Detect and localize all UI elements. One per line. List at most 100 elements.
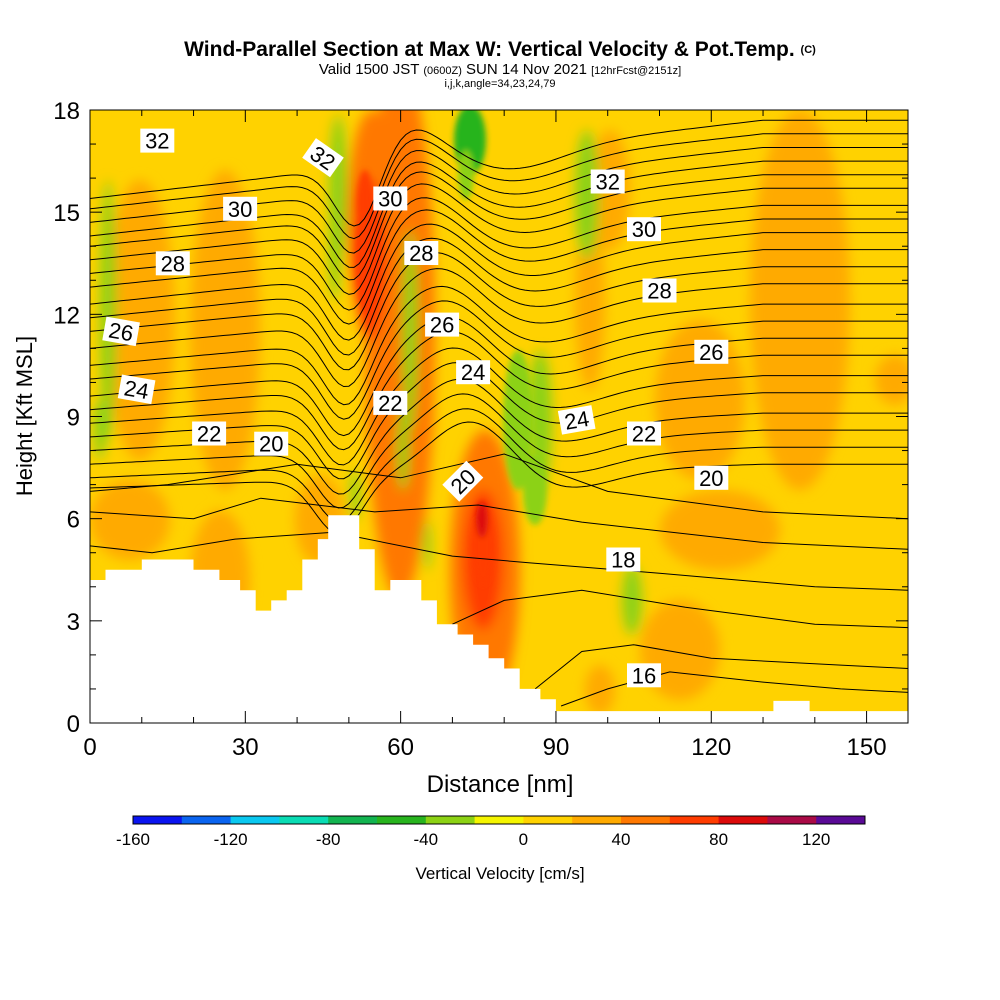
isentrope-label-bg <box>627 217 661 242</box>
colorbar-swatch <box>767 816 817 824</box>
isentrope-label: 20 <box>254 431 289 457</box>
isentrope <box>90 378 908 495</box>
colorbar-swatch <box>621 816 671 824</box>
isentrope <box>90 209 908 325</box>
isentrope-label-bg <box>223 196 258 221</box>
colorbar-tick-label: 0 <box>519 830 528 849</box>
isentrope-label-text: 22 <box>632 422 656 447</box>
isentrope <box>90 393 908 509</box>
isentrope-label-text: 26 <box>699 340 723 365</box>
isentrope-label: 30 <box>627 217 661 242</box>
isentrope-label-bg <box>642 278 677 303</box>
isentrope-label-bg <box>425 312 460 337</box>
section-params: i,j,k,angle=34,23,24,79 <box>444 78 556 90</box>
isentrope-label-bg <box>627 421 661 446</box>
isentrope-label-text: 20 <box>259 432 283 457</box>
colorbar-swatch <box>474 816 524 824</box>
velocity-cell <box>94 400 106 460</box>
x-tick-label: 120 <box>691 734 731 761</box>
isentrope-label-text: 24 <box>122 375 150 404</box>
isentrope <box>452 589 908 629</box>
velocity-cell <box>622 565 642 635</box>
x-tick-label: 30 <box>232 734 259 761</box>
colorbar-swatch <box>523 816 573 824</box>
isentrope-label-text: 32 <box>595 170 619 195</box>
isentrope-label-bg <box>373 186 408 211</box>
isentrope-label-bg <box>590 169 625 194</box>
colorbar-tick-label: -80 <box>316 830 341 849</box>
isentrope-label-text: 26 <box>430 313 454 338</box>
isentrope-label-bg <box>442 460 484 502</box>
isentrope-label: 30 <box>373 186 408 212</box>
isentrope-label-bg <box>373 390 408 415</box>
chart-title: Wind-Parallel Section at Max W: Vertical… <box>0 38 1000 62</box>
terrain-mask <box>90 515 908 723</box>
isentrope-label: 24 <box>117 374 156 404</box>
velocity-cell <box>458 150 474 200</box>
isentrope-label-bg <box>140 128 175 153</box>
isentrope-label-text: 24 <box>461 360 485 385</box>
isentrope-label-bg <box>456 360 491 385</box>
colorbar: -160 -120 -80 -40 0 40 80 120 <box>116 815 866 849</box>
colorbar-tick-label: -120 <box>214 830 248 849</box>
isentrope <box>90 331 908 451</box>
velocity-cell <box>190 170 260 490</box>
x-tick-label: 150 <box>847 734 887 761</box>
isentrope <box>90 497 908 550</box>
y-tick-label: 0 <box>67 711 80 738</box>
isentrope <box>90 171 908 281</box>
isentrope-label: 24 <box>456 360 491 385</box>
velocity-cell <box>875 355 908 405</box>
isentrope-label-text: 30 <box>632 217 656 242</box>
valid-zulu: (0600Z) <box>423 65 462 77</box>
isentrope-label-bg <box>557 405 596 435</box>
field-core <box>356 110 547 585</box>
isentrope-label-text: 32 <box>145 129 169 154</box>
isentrope-label: 16 <box>627 663 661 688</box>
x-tick-label: 60 <box>387 734 414 761</box>
y-axis-label: Height [Kft MSL] <box>12 336 37 496</box>
colorbar-swatch <box>572 816 622 824</box>
velocity-cell <box>100 180 116 440</box>
colorbar-tick-label: 40 <box>612 830 631 849</box>
isentrope-label: 22 <box>373 390 408 416</box>
isentrope <box>90 252 908 371</box>
isentrope-label: 30 <box>223 196 258 222</box>
isentrope-lines <box>90 119 908 707</box>
y-tick-label: 6 <box>67 507 80 534</box>
isentrope-label: 26 <box>425 312 460 338</box>
velocity-cell <box>523 455 547 525</box>
colorbar-tick-label: -160 <box>116 830 150 849</box>
isentrope-label-text: 22 <box>378 391 402 416</box>
isentrope <box>90 183 908 295</box>
title-text: Wind-Parallel Section at Max W: Vertical… <box>184 38 795 61</box>
isentrope <box>90 347 908 466</box>
isentrope-label: 26 <box>694 339 729 365</box>
isentrope-label-text: 26 <box>107 317 135 346</box>
velocity-cell <box>357 170 373 230</box>
y-tick-label: 15 <box>53 200 80 227</box>
isentrope <box>90 421 908 534</box>
velocity-cell <box>503 350 533 490</box>
forecast-info: [12hrFcst@2151z] <box>591 65 682 77</box>
colorbar-swatch <box>816 816 866 824</box>
velocity-cell <box>423 520 431 570</box>
colorbar-swatch <box>718 816 768 824</box>
isentrope-label: 22 <box>192 421 227 447</box>
isentrope-label: 32 <box>140 128 175 154</box>
axes: 0 30 60 90 120 150 0 3 6 9 12 15 18 <box>53 98 908 761</box>
velocity-cell <box>476 502 488 538</box>
y-tick-label: 12 <box>53 302 80 329</box>
velocity-cell <box>575 130 599 260</box>
title-block: Wind-Parallel Section at Max W: Vertical… <box>0 38 1000 90</box>
isentrope-label-bg <box>192 421 227 446</box>
isentrope-label-bg <box>694 339 729 364</box>
isentrope-label-bg <box>694 465 729 490</box>
colorbar-tick-label: 80 <box>709 830 728 849</box>
isentrope <box>90 197 908 311</box>
valid-prefix: Valid 1500 JST <box>318 61 420 78</box>
isentrope <box>90 133 908 240</box>
velocity-cell <box>660 490 780 570</box>
y-tick-label: 18 <box>53 98 80 125</box>
